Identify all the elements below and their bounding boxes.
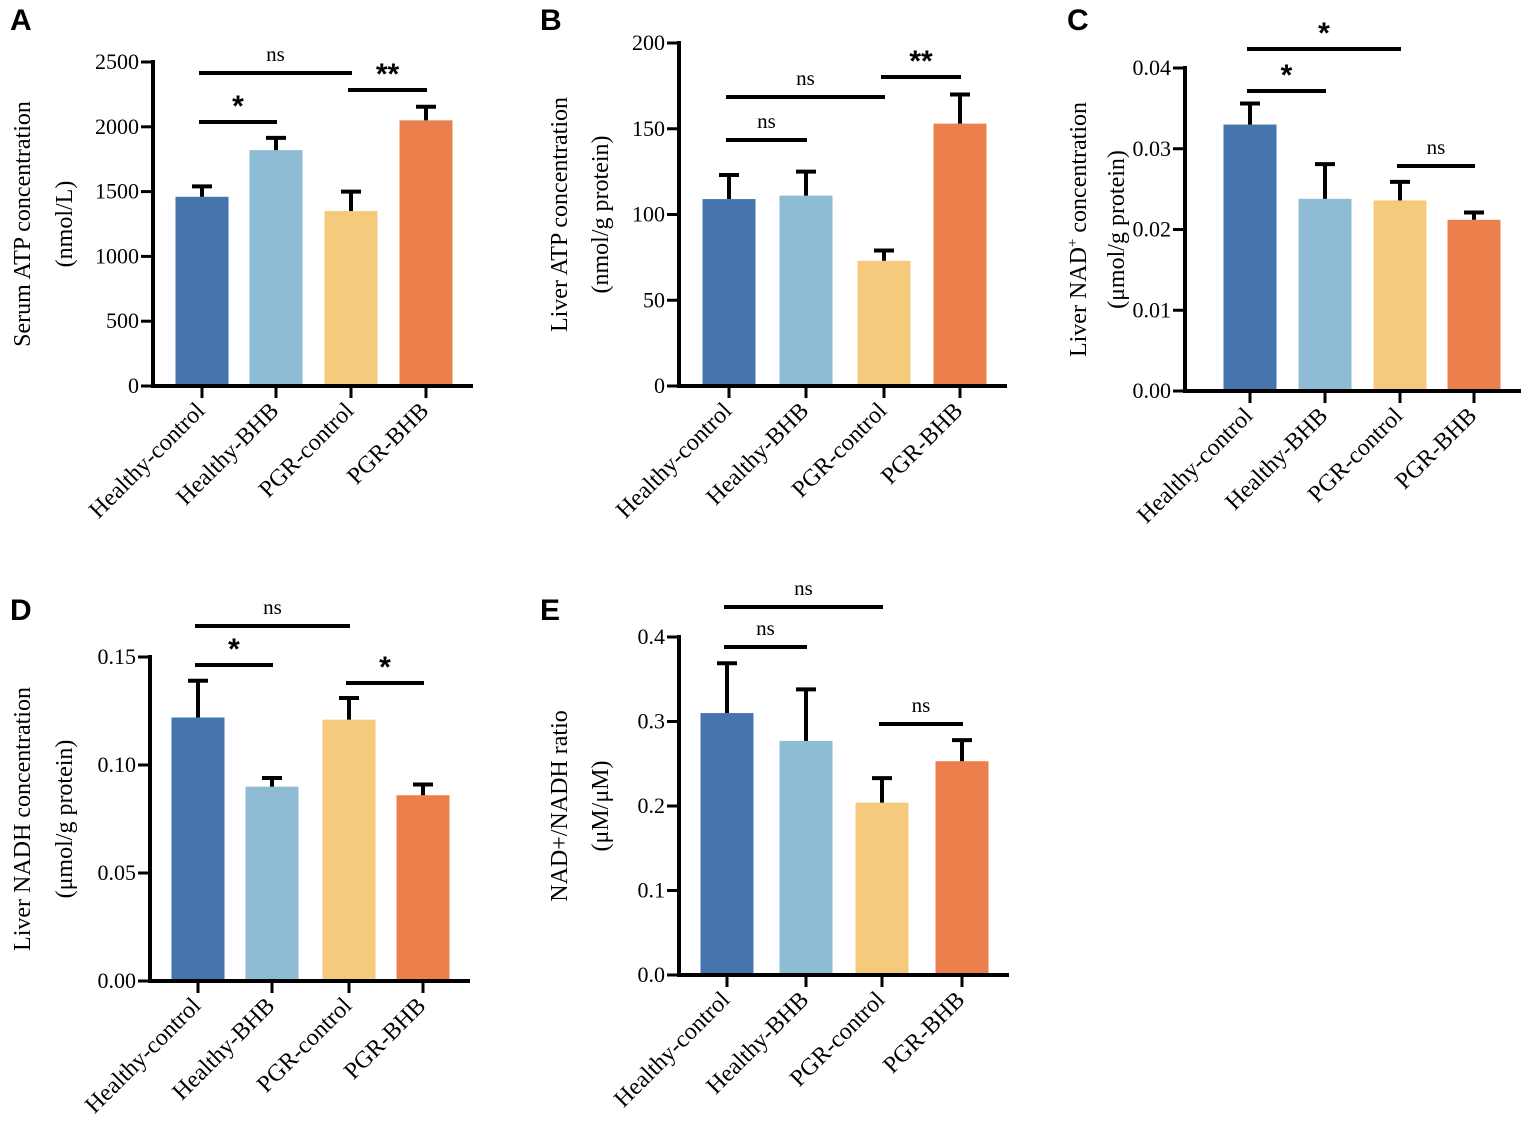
- y-tick-label: 2000: [95, 114, 139, 139]
- bar: [779, 195, 833, 386]
- y-tick-label: 0.0: [638, 962, 666, 987]
- significance-label: ns: [266, 42, 285, 66]
- panel-label: A: [10, 4, 32, 37]
- y-tick-label: 0: [128, 373, 139, 398]
- y-axis-label: Liver ATP concentration: [547, 97, 573, 332]
- significance-label: *: [379, 651, 391, 684]
- panel-b: B050100150200Healthy-controlHealthy-BHBP…: [540, 4, 1007, 524]
- significance-label: **: [909, 45, 933, 78]
- significance-label: ns: [1427, 135, 1446, 159]
- y-tick-label: 0.10: [98, 752, 137, 777]
- y-axis-label: NAD+/NADH ratio: [547, 710, 573, 902]
- significance-label: ns: [794, 576, 813, 600]
- bar: [1373, 200, 1427, 391]
- significance-label: ns: [263, 595, 282, 619]
- significance-label: *: [1281, 59, 1293, 92]
- bar: [175, 196, 229, 386]
- significance-label: *: [1318, 17, 1330, 50]
- panel-label: D: [10, 594, 32, 627]
- y-tick-label: 0.4: [638, 624, 666, 649]
- significance-label: ns: [796, 66, 815, 90]
- y-axis-label-part: Liver NAD: [1066, 247, 1092, 357]
- y-tick-label: 0.03: [1133, 136, 1172, 161]
- y-tick-label: 0.15: [98, 644, 137, 669]
- y-axis-unit: (nmol/L): [52, 181, 78, 268]
- bar: [857, 260, 911, 386]
- bar: [324, 211, 378, 386]
- bar: [1223, 124, 1277, 392]
- bar: [399, 120, 453, 386]
- bar: [702, 199, 756, 386]
- y-tick-label: 0.01: [1133, 297, 1172, 322]
- y-tick-label: 0.1: [638, 878, 666, 903]
- bar: [396, 795, 450, 981]
- bar: [779, 740, 833, 975]
- y-axis-label-part: concentration: [1066, 102, 1092, 239]
- y-axis-label-superscript: +: [1065, 239, 1081, 247]
- y-tick-label: 0.04: [1133, 55, 1172, 80]
- bar: [171, 717, 225, 981]
- significance-label: ns: [756, 616, 775, 640]
- bar: [933, 123, 987, 386]
- y-tick-label: 0.05: [98, 860, 137, 885]
- bar: [855, 802, 909, 975]
- y-axis-label: Liver NAD+ concentration: [1065, 102, 1092, 357]
- bar: [245, 786, 299, 981]
- y-tick-label: 0.3: [638, 709, 666, 734]
- y-tick-label: 2500: [95, 49, 139, 74]
- bar: [935, 761, 989, 975]
- significance-label: *: [228, 633, 240, 666]
- y-tick-label: 0.02: [1133, 217, 1172, 242]
- y-tick-label: 0: [654, 373, 665, 398]
- y-tick-label: 1500: [95, 179, 139, 204]
- y-axis-unit: (μmol/g protein): [52, 740, 78, 899]
- y-tick-label: 0.00: [1133, 378, 1172, 403]
- panel-label: E: [540, 594, 560, 627]
- significance-label: ns: [912, 693, 931, 717]
- y-axis-unit: (μmol/g protein): [1104, 150, 1130, 309]
- y-tick-label: 100: [632, 202, 665, 227]
- bar: [322, 719, 376, 981]
- y-axis-unit: (nmol/g protein): [588, 136, 614, 294]
- y-tick-label: 50: [643, 287, 665, 312]
- bar: [1298, 198, 1352, 391]
- significance-label: ns: [757, 109, 776, 133]
- y-tick-label: 0.00: [98, 968, 137, 993]
- y-tick-label: 500: [106, 308, 139, 333]
- y-tick-label: 150: [632, 116, 665, 141]
- y-axis-unit: (μM/μM): [588, 760, 614, 851]
- panel-label: C: [1067, 4, 1089, 37]
- y-axis-label: Liver NADH concentration: [10, 687, 36, 951]
- bar: [1447, 219, 1501, 391]
- y-tick-label: 0.2: [638, 793, 666, 818]
- panel-label: B: [540, 4, 562, 37]
- y-tick-label: 1000: [95, 243, 139, 268]
- y-tick-label: 200: [632, 30, 665, 55]
- significance-label: **: [376, 58, 400, 91]
- y-axis-label: Serum ATP concentration: [10, 101, 36, 347]
- bar: [249, 150, 303, 386]
- significance-label: *: [232, 90, 244, 123]
- bar: [700, 713, 754, 975]
